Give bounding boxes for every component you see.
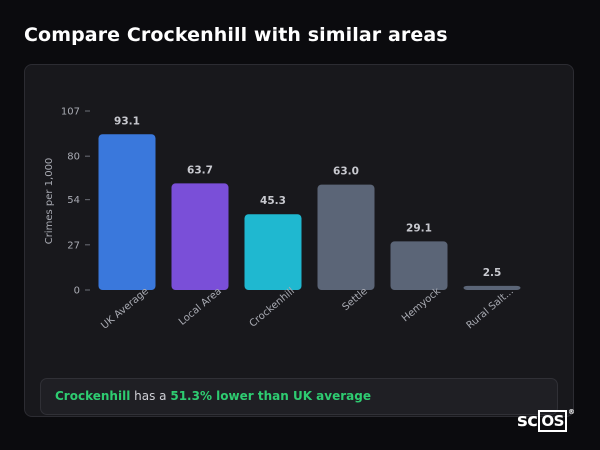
x-tick-label: Hemyock	[400, 286, 443, 325]
y-tick-label: 0	[74, 286, 80, 297]
y-axis-label: Crimes per 1,000	[44, 158, 55, 245]
bar-value-label: 2.5	[483, 267, 502, 279]
bar-settle	[317, 184, 375, 290]
x-tick-label: Rural Salt...	[465, 286, 516, 332]
x-tick-label: Crockenhill	[248, 286, 297, 330]
bar-crockenhill	[244, 214, 302, 290]
callout-middle-text: has a	[134, 389, 167, 403]
bar-value-label: 29.1	[406, 222, 432, 234]
bar-hemyock	[390, 241, 448, 290]
bar-value-label: 63.7	[187, 164, 213, 176]
bar-uk-average	[98, 134, 156, 290]
page-title: Compare Crockenhill with similar areas	[24, 24, 448, 46]
y-tick-label: 54	[67, 195, 80, 206]
x-tick-label: Local Area	[177, 286, 224, 328]
bar-value-label: 45.3	[260, 195, 286, 207]
bar-value-label: 63.0	[333, 166, 359, 178]
x-tick-label: UK Average	[99, 286, 151, 332]
callout-comparison: 51.3% lower than UK average	[170, 389, 371, 403]
bar-local-area	[171, 183, 229, 290]
y-tick-label: 27	[67, 240, 80, 251]
bar-value-label: 93.1	[114, 115, 140, 127]
callout-area-name: Crockenhill	[55, 389, 131, 403]
y-tick-label: 80	[67, 152, 80, 163]
scos-logo: sc OS ®	[517, 408, 575, 432]
comparison-callout: Crockenhill has a 51.3% lower than UK av…	[40, 378, 558, 415]
y-tick-label: 107	[61, 107, 80, 118]
bar-rural-salt	[463, 285, 521, 290]
